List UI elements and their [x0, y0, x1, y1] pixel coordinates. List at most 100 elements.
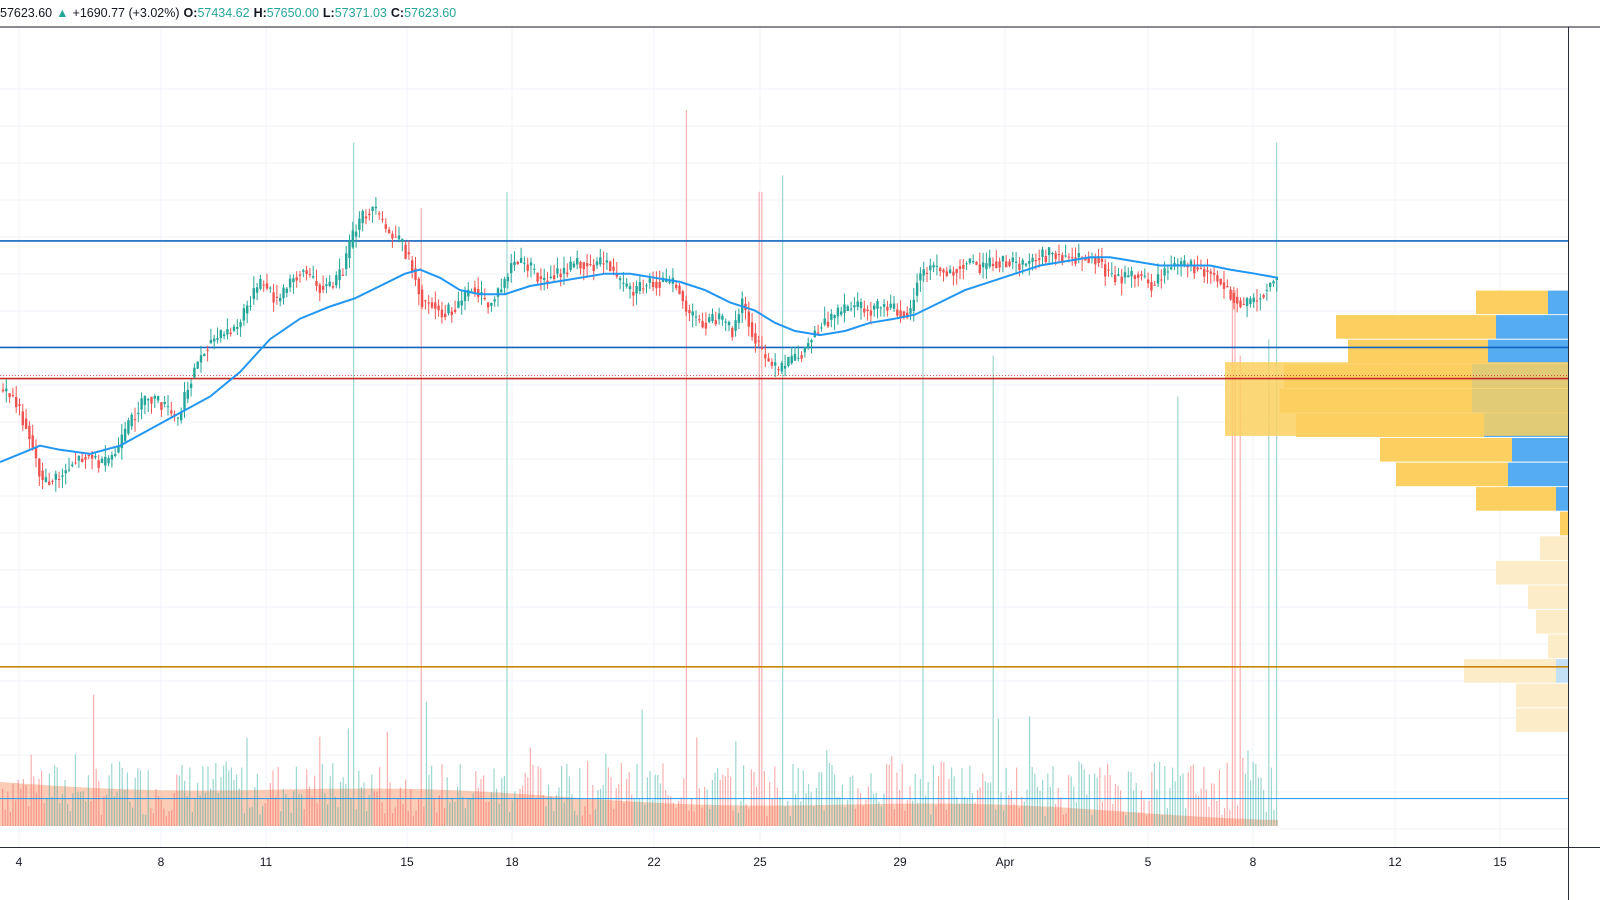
volume-bar — [80, 791, 82, 826]
volume-bar — [1250, 780, 1252, 826]
volume-bar — [1083, 769, 1085, 826]
volume-bar — [108, 775, 110, 826]
candle-body — [526, 264, 529, 271]
volume-bar — [1270, 767, 1272, 826]
volume-bar — [176, 774, 178, 826]
volume-bar — [186, 796, 188, 826]
candle-body — [1275, 278, 1278, 280]
volume-bar — [919, 778, 921, 826]
candle-body — [902, 311, 906, 317]
candle-body — [480, 292, 483, 294]
volume-bar — [623, 803, 625, 826]
volume-profile-down-bar — [1556, 659, 1568, 683]
candle-body — [529, 262, 533, 266]
volume-bar — [225, 761, 227, 826]
volume-bar — [1013, 803, 1015, 826]
volume-bar — [527, 777, 529, 826]
volume-bar — [1226, 762, 1228, 826]
volume-bar — [272, 770, 274, 826]
candle-body — [404, 244, 407, 259]
volume-bar — [1172, 767, 1174, 826]
candle-body — [500, 289, 503, 293]
candle-body — [467, 289, 470, 297]
volume-bar — [418, 799, 420, 826]
volume-bar — [982, 773, 984, 826]
volume-bar — [329, 776, 331, 826]
candle-body — [1137, 274, 1140, 278]
volume-bar — [997, 718, 999, 826]
volume-bar — [470, 798, 472, 826]
candle-body — [516, 261, 519, 264]
volume-bar — [1003, 810, 1005, 826]
volume-bar — [847, 799, 849, 826]
time-tick-label: 15 — [1493, 855, 1507, 869]
volume-bar — [644, 804, 646, 826]
volume-bar — [194, 799, 196, 826]
volume-bar — [1122, 811, 1124, 826]
volume-bar — [571, 794, 573, 826]
candle-body — [84, 456, 87, 460]
candle-body — [552, 275, 556, 279]
time-tick-label: 11 — [260, 855, 273, 869]
volume-bar — [1161, 814, 1163, 826]
volume-bar — [958, 803, 960, 826]
volume-bar — [784, 806, 786, 826]
volume-bar — [7, 791, 9, 826]
candle-body — [483, 298, 486, 299]
volume-bar — [1008, 795, 1010, 826]
candle-body — [879, 307, 882, 309]
volume-bar — [1166, 808, 1168, 826]
change-value: +1690.77 (+3.02%) — [72, 6, 180, 20]
volume-bar — [54, 765, 56, 826]
volume-bar — [1112, 804, 1114, 826]
volume-bar — [197, 783, 199, 826]
candle-body — [539, 276, 543, 280]
candle-body — [1021, 260, 1024, 265]
volume-bar — [25, 785, 27, 826]
candle-body — [981, 262, 985, 268]
candle-body — [648, 278, 651, 283]
volume-bar — [1026, 789, 1028, 826]
volume-bar — [735, 741, 737, 826]
volume-bar — [124, 790, 126, 826]
candle-body — [919, 273, 922, 281]
volume-bar — [1231, 290, 1233, 827]
candle-body — [203, 354, 206, 357]
candle-body — [252, 288, 255, 299]
candle-body — [849, 308, 853, 310]
candle-body — [1123, 272, 1127, 278]
time-axis[interactable]: 4 8 11 15 18 22 25 29 Apr 5 8 12 15 — [16, 855, 1507, 869]
horizontal-levels[interactable] — [0, 240, 1568, 800]
candle-body — [737, 314, 741, 323]
candle-body — [988, 257, 991, 267]
volume-bar — [360, 787, 362, 826]
volume-bar — [1260, 777, 1262, 826]
candle-body — [107, 457, 110, 464]
candle-body — [1226, 286, 1229, 288]
volume-bar — [743, 765, 745, 826]
candle-body — [259, 278, 262, 289]
volume-bar — [428, 774, 430, 826]
volume-bar — [922, 273, 924, 826]
volume-bar — [587, 761, 589, 826]
volume-ma-area — [0, 782, 1278, 826]
volume-bar — [896, 772, 898, 826]
candle-body — [523, 262, 526, 264]
volume-bar — [745, 804, 747, 826]
candle-body — [463, 290, 467, 301]
candle-body — [298, 274, 302, 276]
candle-body — [38, 458, 41, 477]
candle-body — [774, 362, 777, 366]
volume-bar — [553, 811, 555, 826]
candle-body — [453, 309, 457, 312]
volume-bar — [904, 810, 906, 826]
volume-bar — [412, 815, 414, 826]
candle-body — [1249, 298, 1252, 304]
candle-body — [668, 281, 671, 283]
candle-body — [1127, 275, 1130, 278]
candle-body — [599, 257, 602, 265]
candle-body — [318, 284, 321, 293]
candle-body — [731, 328, 734, 338]
volume-bar — [1255, 763, 1257, 826]
